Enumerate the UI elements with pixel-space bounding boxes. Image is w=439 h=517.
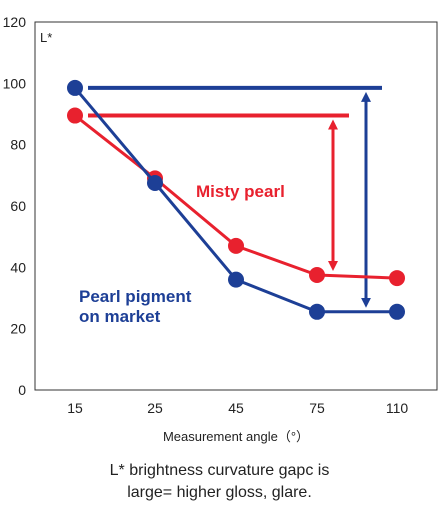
data-point [67,107,83,124]
data-point [309,303,325,320]
data-point [389,303,405,320]
caption: L* brightness curvature gapc is large= h… [0,460,439,504]
data-point [147,175,163,191]
data-point [309,267,325,283]
plot-frame [34,21,438,391]
x-tick-label: 45 [228,400,244,416]
x-tick-label: 15 [67,400,83,416]
y-axis-title: L* [40,30,52,45]
series-label: Pearl pigment [79,287,192,306]
x-axis-title: Measurement angle（°） [163,429,309,444]
caption-line-1: L* brightness curvature gapc is [109,462,330,479]
y-tick-label: 40 [10,259,26,275]
y-tick-label: 120 [3,14,27,30]
caption-line-2: large= higher gloss, glare. [127,484,312,501]
series-label: on market [79,307,161,326]
line-chart: 0 20 40 60 80 100 120 15 25 45 75 110 Misty pearl P… [3,14,438,444]
x-tick-label: 25 [147,400,163,416]
data-point [228,237,244,254]
y-tick-label: 0 [18,382,26,398]
x-tick-label: 110 [386,400,409,416]
annotations [88,85,382,308]
y-axis-ticks: 0 20 40 60 80 100 120 [3,14,27,398]
y-tick-label: 80 [10,137,26,153]
y-tick-label: 100 [3,75,27,91]
data-point [228,271,244,288]
data-point [67,79,83,96]
x-axis-ticks: 15 25 45 75 110 [67,400,408,416]
data-point [389,270,405,287]
y-tick-label: 20 [10,321,26,337]
series-label: Misty pearl [196,182,285,201]
x-tick-label: 75 [309,400,325,416]
y-tick-label: 60 [10,198,26,214]
